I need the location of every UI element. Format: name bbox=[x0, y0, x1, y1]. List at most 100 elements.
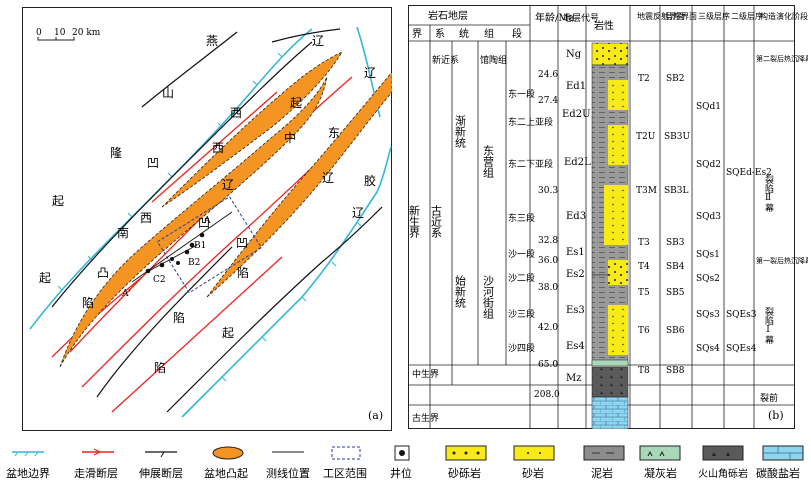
svg-text:隆: 隆 bbox=[110, 145, 122, 160]
svg-text:SB8: SB8 bbox=[666, 366, 685, 376]
well-x2 bbox=[176, 261, 180, 265]
scale-tick-20: 20 km bbox=[72, 28, 101, 38]
sandstone-icon bbox=[513, 445, 555, 461]
header-seq-face: 层序界面 bbox=[665, 11, 697, 21]
stratigraphic-column: 岩石地层 界 系 统 组 段 年龄/Ma 地层代号 岩性 地震反射界面 层序界面… bbox=[408, 5, 808, 429]
svg-text:Es4: Es4 bbox=[566, 341, 585, 352]
xi-neogene: 新近系 bbox=[432, 54, 459, 66]
legend-label-mudstone: 泥岩 bbox=[591, 466, 613, 480]
work-area-icon bbox=[331, 446, 361, 460]
well-label-a-prime: A' bbox=[121, 289, 131, 299]
wells bbox=[145, 232, 205, 274]
jie-mesozoic: 中生界 bbox=[412, 368, 439, 380]
svg-text:SB3U: SB3U bbox=[664, 132, 691, 142]
svg-text:第一裂后热沉降幕: 第一裂后热沉降幕 bbox=[756, 256, 808, 265]
svg-text:南: 南 bbox=[117, 225, 129, 240]
header-jie: 界 bbox=[412, 28, 422, 40]
svg-text:SB4: SB4 bbox=[666, 262, 685, 272]
tectonic-stages: 第二裂后热沉降幕 裂陷Ⅱ幕 第一裂后热沉降幕 裂陷Ⅰ幕 裂前 bbox=[756, 54, 808, 404]
well-c2 bbox=[145, 268, 151, 274]
svg-text:辽: 辽 bbox=[352, 206, 364, 220]
svg-text:陷: 陷 bbox=[237, 265, 249, 280]
well-a bbox=[199, 232, 205, 238]
svg-text:起: 起 bbox=[39, 271, 51, 285]
svg-text:208.0: 208.0 bbox=[534, 390, 560, 400]
svg-text:Ed1: Ed1 bbox=[566, 81, 586, 92]
legend-label-extensional: 伸展断层 bbox=[139, 466, 183, 480]
well-label-a: A bbox=[203, 216, 211, 226]
svg-text:SQs1: SQs1 bbox=[696, 250, 720, 260]
legend-label-carbonate: 碳酸盐岩 bbox=[756, 466, 800, 480]
svg-text:SQd2: SQd2 bbox=[696, 160, 721, 170]
svg-text:24.6: 24.6 bbox=[538, 70, 558, 80]
svg-text:38.0: 38.0 bbox=[538, 283, 558, 293]
svg-text:Ed2L: Ed2L bbox=[564, 157, 591, 168]
svg-text:起: 起 bbox=[290, 96, 302, 110]
scale-tick-10: 10 bbox=[54, 28, 66, 38]
svg-text:Ng: Ng bbox=[566, 49, 582, 60]
svg-text:36.0: 36.0 bbox=[538, 256, 558, 266]
column-headers: 岩石地层 界 系 统 组 段 年龄/Ma 地层代号 岩性 地震反射界面 层序界面… bbox=[412, 9, 808, 40]
map-panel-label: (a) bbox=[368, 409, 383, 422]
well-labels: A B1 B2 C2 A' bbox=[121, 216, 211, 299]
svg-text:32.8: 32.8 bbox=[538, 236, 558, 246]
svg-text:T5: T5 bbox=[638, 288, 650, 298]
svg-text:SB2: SB2 bbox=[666, 74, 685, 84]
scale-tick-0: 0 bbox=[36, 28, 42, 38]
svg-text:燕: 燕 bbox=[206, 34, 218, 48]
basin-boundary-ticks bbox=[57, 52, 362, 382]
header-tong: 统 bbox=[459, 27, 469, 40]
seismic-interfaces: T2 T2U T3M T3 T4 T5 T6 T8 bbox=[636, 74, 657, 376]
svg-text:陷: 陷 bbox=[82, 295, 94, 310]
lithology-column bbox=[591, 42, 629, 429]
header-xi: 系 bbox=[435, 28, 445, 40]
header-duan: 段 bbox=[512, 27, 522, 40]
svg-text:西: 西 bbox=[212, 141, 224, 155]
scale-bar: 0 10 20 km bbox=[36, 28, 101, 41]
zu-shahejie: 沙河街组 bbox=[482, 275, 495, 319]
svg-text:T4: T4 bbox=[638, 262, 650, 272]
svg-text:裂陷Ⅱ幕: 裂陷Ⅱ幕 bbox=[763, 175, 774, 212]
legend-labels: 盆地边界 走滑断层 伸展断层 盆地凸起 测线位置 工区范围 井位 砂砾岩 砂岩 … bbox=[6, 466, 800, 480]
svg-text:T2U: T2U bbox=[636, 132, 656, 142]
codes: Ng Ed1 Ed2U Ed2L Ed3 Es1 Es2 Es3 Es4 Mz bbox=[562, 49, 591, 384]
header-code: 地层代号 bbox=[563, 12, 599, 24]
duan-ed1: 东一段 bbox=[508, 88, 535, 100]
duan-es1: 沙一段 bbox=[508, 248, 535, 260]
header-l2: 二级层序 bbox=[731, 11, 763, 21]
svg-text:SB6: SB6 bbox=[666, 326, 685, 336]
legend-label-tuff: 凝灰岩 bbox=[644, 466, 677, 480]
basin-uplift-icon bbox=[212, 446, 244, 460]
well-label-b1: B1 bbox=[194, 241, 206, 251]
svg-text:T3: T3 bbox=[638, 238, 650, 248]
well-c1 bbox=[159, 262, 165, 268]
svg-text:T6: T6 bbox=[638, 326, 650, 336]
svg-text:陷: 陷 bbox=[154, 360, 166, 375]
svg-text:27.4: 27.4 bbox=[538, 96, 558, 106]
svg-text:起: 起 bbox=[52, 194, 64, 208]
svg-text:Ed3: Ed3 bbox=[566, 211, 586, 222]
well-label-c2: C2 bbox=[153, 275, 166, 285]
svg-text:SQs2: SQs2 bbox=[696, 274, 720, 284]
svg-text:T8: T8 bbox=[638, 366, 650, 376]
strat-units: 新生界 中生界 古生界 新近系 古近系 渐新统 始新统 馆陶组 东营组 沙河街组… bbox=[408, 54, 553, 424]
header-zu: 组 bbox=[484, 27, 494, 40]
svg-text:中: 中 bbox=[284, 130, 296, 145]
duan-ed2l: 东二下亚段 bbox=[508, 158, 553, 170]
duan-es2: 沙二段 bbox=[508, 272, 535, 284]
svg-text:凹: 凹 bbox=[147, 156, 159, 170]
legend-label-conglomerate: 砂砾岩 bbox=[448, 466, 481, 480]
header-l3: 三级层序 bbox=[698, 11, 730, 21]
svg-text:SQEs3: SQEs3 bbox=[726, 310, 757, 320]
legend-icons bbox=[12, 445, 804, 461]
legend: 盆地边界 走滑断层 伸展断层 盆地凸起 测线位置 工区范围 井位 砂砾岩 砂岩 … bbox=[6, 445, 804, 480]
svg-text:SQEs4: SQEs4 bbox=[726, 344, 757, 354]
well-label-b2: B2 bbox=[188, 258, 200, 268]
basin-uplifts bbox=[59, 51, 392, 368]
header-tect: 构造演化阶段 bbox=[760, 11, 808, 21]
svg-text:SB3: SB3 bbox=[666, 238, 685, 248]
svg-text:SQd3: SQd3 bbox=[696, 212, 721, 222]
well-b2 bbox=[184, 249, 190, 255]
zu-guantao: 馆陶组 bbox=[480, 54, 507, 66]
svg-text:Es3: Es3 bbox=[566, 305, 585, 316]
